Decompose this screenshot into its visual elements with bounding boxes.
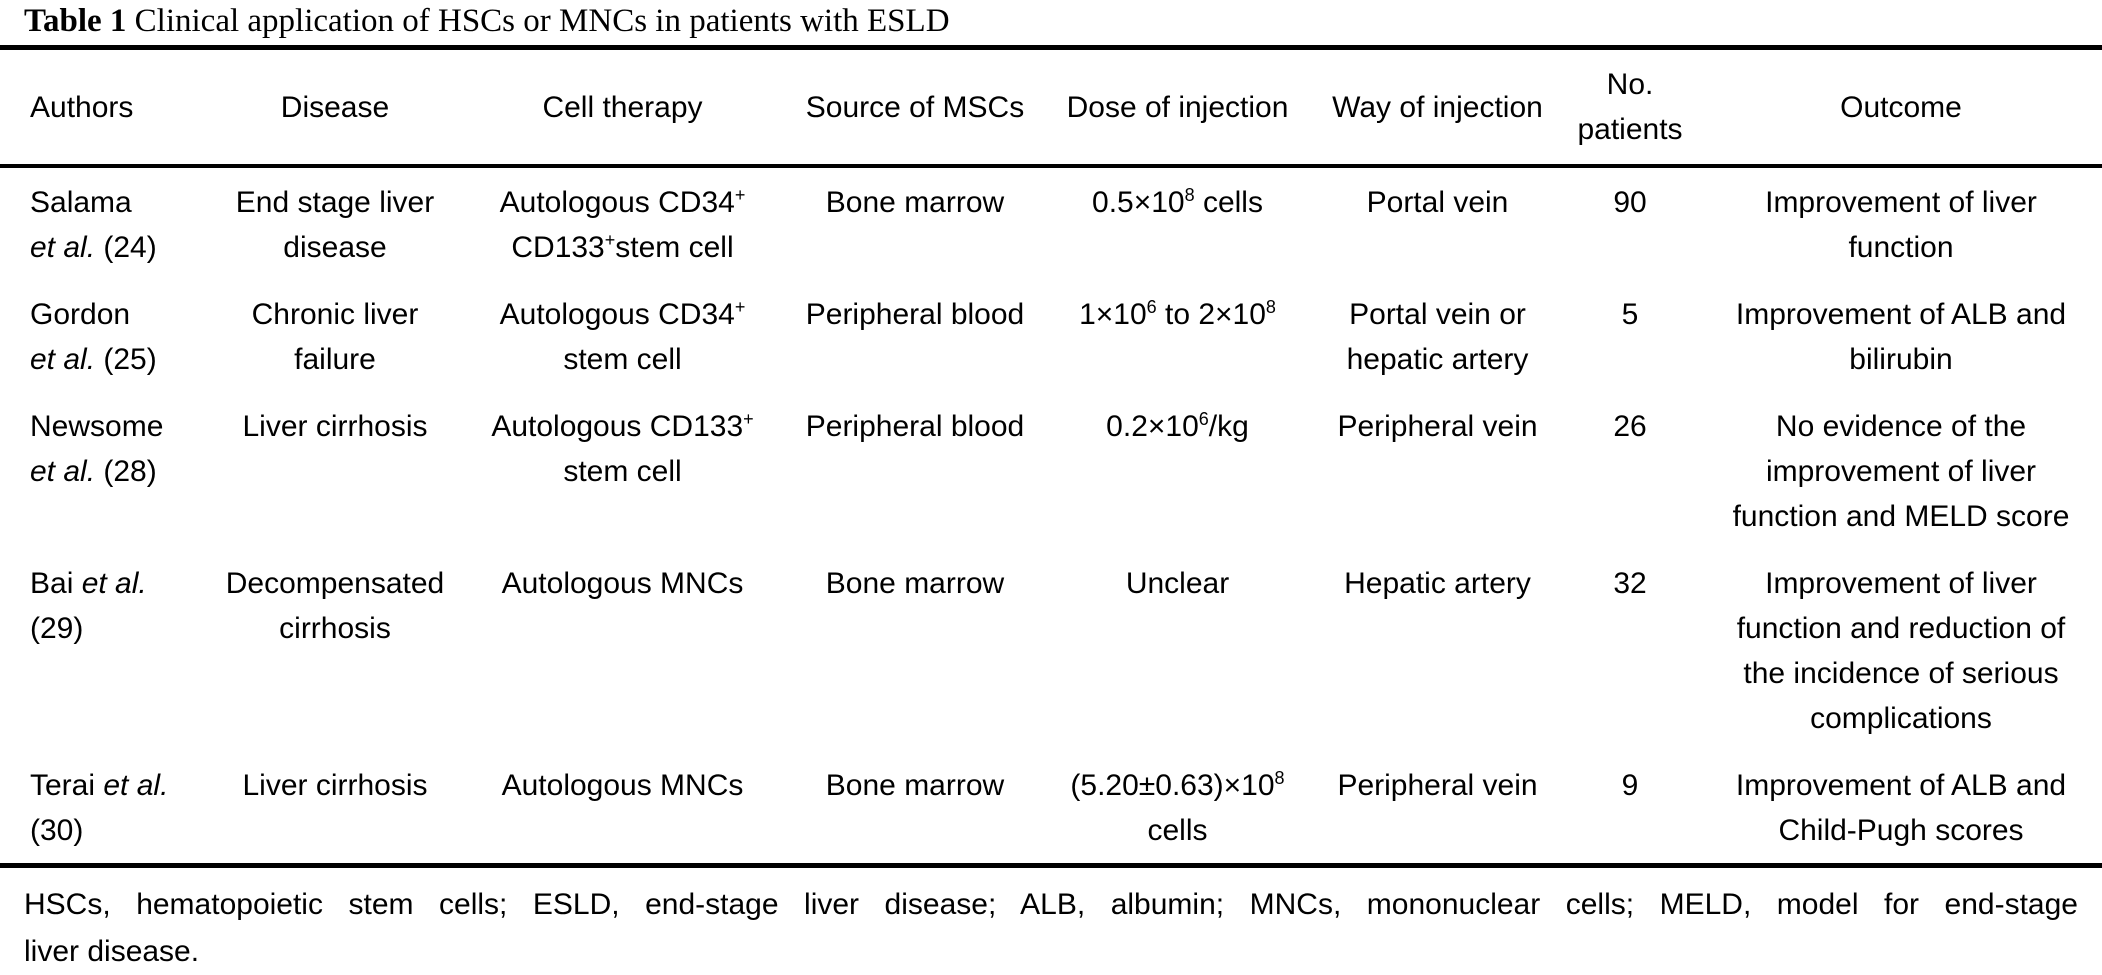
cell-authors: Bai et al. (29) bbox=[30, 567, 147, 645]
table-caption-label: Table 1 bbox=[24, 3, 127, 39]
column-header-no-patients: No. patients bbox=[1560, 50, 1700, 168]
column-header-source-of-mscs: Source of MSCs bbox=[790, 50, 1040, 168]
cell-outcome: Improvement of liver function bbox=[1765, 186, 2037, 264]
cell-source: Bone marrow bbox=[825, 567, 1005, 600]
column-header-way-of-injection: Way of injection bbox=[1315, 50, 1560, 168]
cell-dose: 0.5×108 cells bbox=[1092, 185, 1263, 219]
cell-way: Peripheral vein bbox=[1337, 769, 1538, 802]
cell-outcome: Improvement of ALB and bilirubin bbox=[1735, 298, 2067, 376]
footnote-line-1: HSCs, hematopoietic stem cells; ESLD, en… bbox=[24, 888, 2078, 921]
cell-authors: Salama et al. (24) bbox=[30, 186, 157, 264]
cell-source: Peripheral blood bbox=[805, 410, 1025, 443]
table-row-salama: Salama et al. (24) End stage liver disease… bbox=[0, 166, 2102, 280]
cell-disease: End stage liver disease bbox=[235, 186, 435, 264]
cell-patients: 5 bbox=[1621, 298, 1639, 331]
cell-dose: (5.20±0.63)×108 cells bbox=[1070, 768, 1285, 847]
header-row: Authors Disease Cell therapy Source of M… bbox=[0, 50, 2102, 168]
cell-authors: Terai et al. (30) bbox=[30, 769, 169, 847]
cell-disease: Liver cirrhosis bbox=[242, 410, 428, 443]
cell-patients: 9 bbox=[1621, 769, 1639, 802]
column-header-outcome: Outcome bbox=[1700, 50, 2102, 168]
table-row-newsome: Newsome et al. (28) Liver cirrhosis Autol… bbox=[0, 392, 2102, 549]
column-header-dose-of-injection: Dose of injection bbox=[1040, 50, 1315, 168]
cell-dose: 1×106 to 2×108 bbox=[1079, 297, 1276, 331]
clinical-application-table: Authors Disease Cell therapy Source of M… bbox=[0, 50, 2102, 863]
cell-authors: Newsome et al. (28) bbox=[30, 410, 164, 488]
table-bottom-rule bbox=[0, 863, 2102, 868]
cell-patients: 26 bbox=[1613, 410, 1647, 443]
cell-source: Bone marrow bbox=[825, 186, 1005, 219]
cell-authors: Gordon et al. (25) bbox=[30, 298, 157, 376]
table-caption-text: Clinical application of HSCs or MNCs in … bbox=[126, 3, 950, 39]
column-header-disease: Disease bbox=[215, 50, 455, 168]
table-caption: Table 1 Clinical application of HSCs or … bbox=[0, 0, 2102, 45]
cell-dose: 0.2×106/kg bbox=[1106, 409, 1249, 443]
table-row-gordon: Gordon et al. (25) Chronic liver failure A… bbox=[0, 280, 2102, 392]
cell-outcome: Improvement of liver function and reducti… bbox=[1736, 567, 2066, 735]
cell-patients: 90 bbox=[1613, 186, 1647, 219]
cell-way: Portal vein bbox=[1366, 186, 1509, 219]
footnote-line-2: liver disease. bbox=[24, 935, 200, 968]
cell-cell-therapy: Autologous MNCs bbox=[501, 567, 744, 600]
table-footnote: HSCs, hematopoietic stem cells; ESLD, en… bbox=[0, 868, 2102, 975]
cell-disease: Liver cirrhosis bbox=[242, 769, 428, 802]
cell-dose: Unclear bbox=[1125, 567, 1230, 600]
column-header-authors: Authors bbox=[0, 50, 215, 168]
column-header-cell-therapy: Cell therapy bbox=[455, 50, 790, 168]
table-top-rule bbox=[0, 45, 2102, 50]
cell-disease: Chronic liver failure bbox=[251, 298, 419, 376]
table-row-terai: Terai et al. (30) Liver cirrhosis Autolog… bbox=[0, 751, 2102, 863]
cell-disease: Decompensated cirrhosis bbox=[225, 567, 445, 645]
cell-cell-therapy: Autologous MNCs bbox=[501, 769, 744, 802]
cell-source: Peripheral blood bbox=[805, 298, 1025, 331]
cell-patients: 32 bbox=[1613, 567, 1647, 600]
cell-way: Hepatic artery bbox=[1344, 567, 1531, 600]
cell-source: Bone marrow bbox=[825, 769, 1005, 802]
cell-outcome: No evidence of the improvement of liver fu… bbox=[1732, 410, 2070, 533]
cell-way: Peripheral vein bbox=[1337, 410, 1538, 443]
table-row-bai: Bai et al. (29) Decompensated cirrhosis Au… bbox=[0, 549, 2102, 751]
cell-cell-therapy: Autologous CD34+ stem cell bbox=[499, 297, 746, 376]
cell-outcome: Improvement of ALB and Child-Pugh scores bbox=[1735, 769, 2067, 847]
cell-cell-therapy: Autologous CD34+ CD133+stem cell bbox=[499, 185, 746, 264]
cell-cell-therapy: Autologous CD133+ stem cell bbox=[491, 409, 754, 488]
cell-way: Portal vein or hepatic artery bbox=[1346, 298, 1529, 376]
